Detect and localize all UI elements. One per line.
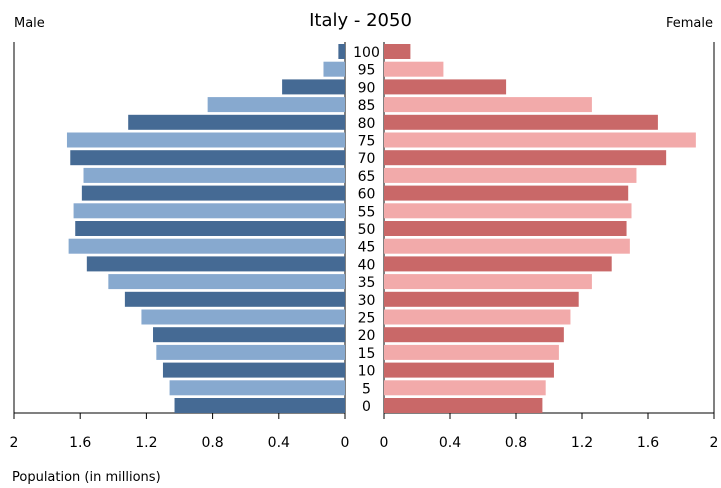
- female-bar: [384, 79, 507, 95]
- age-group-label: 85: [358, 98, 376, 114]
- male-bar: [162, 362, 345, 378]
- female-bar: [384, 132, 696, 148]
- male-bar: [108, 274, 346, 290]
- x-tick-label: 0.8: [201, 435, 223, 451]
- x-tick-label: 2: [10, 435, 19, 451]
- female-bar: [384, 61, 444, 77]
- age-group-label: 70: [358, 151, 376, 167]
- male-bar: [70, 150, 346, 166]
- age-group-label: 95: [358, 63, 376, 79]
- male-bar: [73, 203, 345, 219]
- age-group-label: 50: [358, 222, 376, 238]
- male-bar: [207, 97, 345, 113]
- x-tick-label: 1.6: [637, 435, 659, 451]
- age-group-label: 15: [358, 346, 376, 362]
- female-bar: [384, 380, 546, 396]
- male-bar: [282, 79, 345, 95]
- age-group-label: 30: [358, 293, 376, 309]
- female-bar: [384, 274, 592, 290]
- age-group-label: 80: [358, 116, 376, 132]
- male-bar: [141, 309, 345, 325]
- age-group-label: 75: [358, 134, 376, 150]
- age-group-label: 90: [358, 80, 376, 96]
- x-tick-label: 2: [710, 435, 719, 451]
- female-bar: [384, 44, 411, 59]
- male-axis-label: Male: [14, 16, 45, 31]
- age-group-label: 65: [358, 169, 376, 185]
- male-bar: [75, 221, 346, 236]
- female-axis-label: Female: [665, 16, 713, 31]
- female-bar: [384, 238, 630, 254]
- female-bar: [384, 291, 579, 307]
- female-bar: [384, 344, 559, 360]
- female-bar: [384, 97, 592, 113]
- male-bar: [86, 256, 345, 272]
- female-bar: [384, 309, 571, 325]
- age-group-label: 0: [362, 399, 371, 415]
- male-bar: [169, 380, 345, 396]
- age-group-label: 60: [358, 187, 376, 203]
- x-tick-label: 1.6: [69, 435, 91, 451]
- female-bar: [384, 327, 564, 343]
- female-bar: [384, 256, 612, 272]
- x-tick-label: 1.2: [571, 435, 593, 451]
- age-group-label: 5: [362, 381, 371, 397]
- male-bar: [323, 61, 345, 77]
- x-tick-label: 0.4: [439, 435, 461, 451]
- male-bar: [174, 398, 345, 413]
- female-bar: [384, 185, 629, 201]
- male-bar: [128, 114, 345, 130]
- age-group-label: 10: [358, 364, 376, 380]
- age-group-label: 55: [358, 204, 376, 220]
- age-group-label: 45: [358, 240, 376, 256]
- female-bar: [384, 150, 667, 166]
- x-tick-label: 0.4: [268, 435, 290, 451]
- female-bar: [384, 167, 637, 183]
- male-bar: [153, 327, 345, 343]
- x-tick-label: 0: [380, 435, 389, 451]
- female-bar: [384, 362, 554, 378]
- female-bar: [384, 114, 658, 130]
- x-tick-label: 1.2: [135, 435, 157, 451]
- female-bar: [384, 221, 627, 236]
- female-bar: [384, 203, 632, 219]
- chart-title: Italy - 2050: [309, 10, 412, 31]
- age-group-label: 20: [358, 328, 376, 344]
- x-tick-label: 0: [341, 435, 350, 451]
- male-bar: [81, 185, 345, 201]
- age-group-label: 35: [358, 275, 376, 291]
- male-bar: [66, 132, 346, 148]
- male-bar: [83, 167, 345, 183]
- x-axis-label: Population (in millions): [12, 470, 161, 485]
- female-bar: [384, 398, 543, 413]
- male-bar: [68, 238, 346, 254]
- age-group-label: 40: [358, 257, 376, 273]
- male-bar: [124, 291, 345, 307]
- male-bar: [156, 344, 345, 360]
- x-tick-label: 0.8: [505, 435, 527, 451]
- male-bar: [338, 44, 345, 59]
- age-group-label: 100: [353, 45, 380, 61]
- age-group-label: 25: [358, 311, 376, 327]
